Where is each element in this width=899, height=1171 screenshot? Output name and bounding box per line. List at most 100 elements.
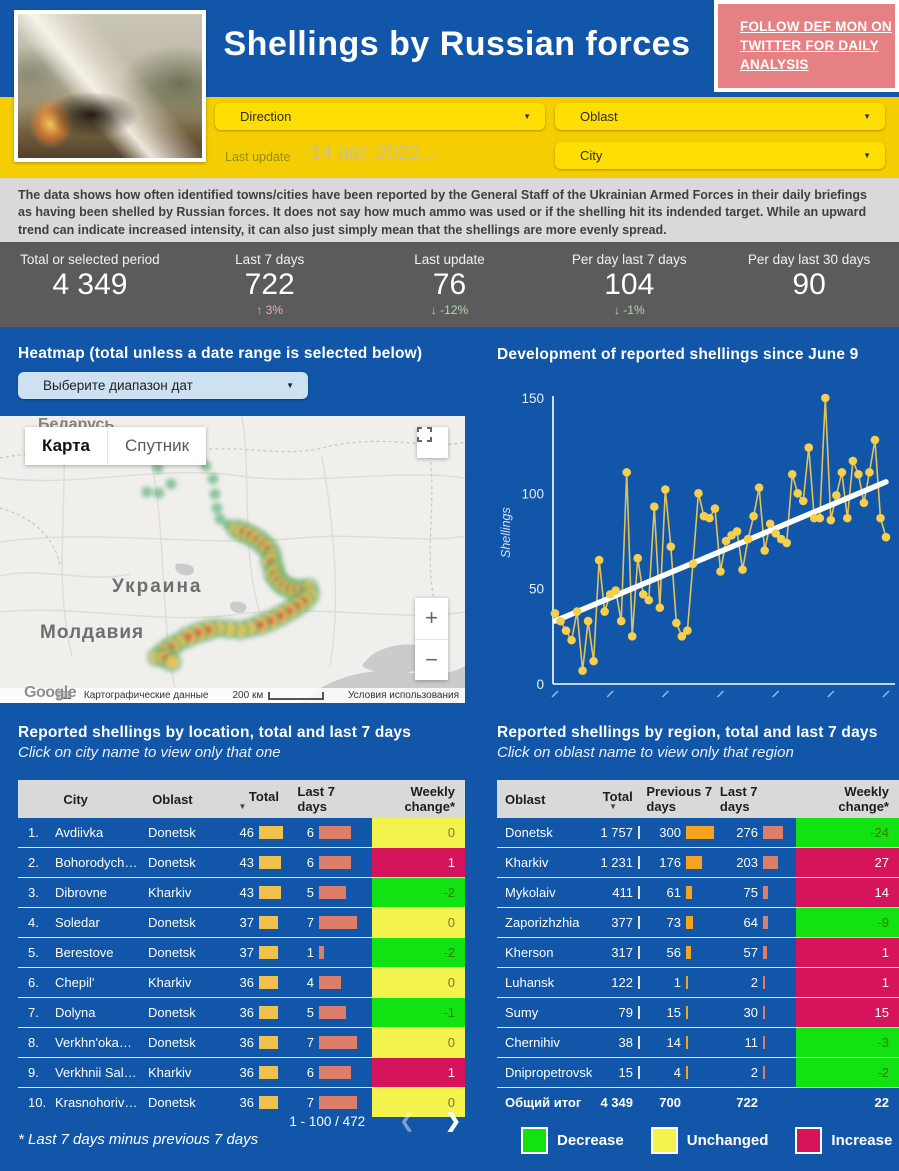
- map-tab-map[interactable]: Карта: [25, 427, 107, 465]
- prev7-cell: 300: [645, 825, 722, 840]
- grand-total-label: Общий итог: [505, 1095, 582, 1110]
- column-header-oblast[interactable]: Oblast: [152, 791, 193, 807]
- column-header-oblast[interactable]: Oblast: [505, 791, 546, 807]
- oblast-link[interactable]: Donetsk: [505, 825, 553, 840]
- table-row: 10. Krasnohoriv… Donetsk 36 7 0: [18, 1087, 465, 1117]
- total-bar: [259, 1096, 278, 1109]
- oblast-link[interactable]: Dnipropetrovsk: [505, 1065, 593, 1080]
- fullscreen-button[interactable]: [417, 427, 448, 458]
- total-bar: [259, 976, 278, 989]
- total-bar: [638, 1006, 640, 1019]
- city-link[interactable]: Dibrovne: [55, 885, 108, 900]
- heatmap-title: Heatmap (total unless a date range is se…: [18, 345, 423, 362]
- twitter-cta-button[interactable]: FOLLOW DEF MON ON TWITTER FOR DAILY ANAL…: [714, 0, 899, 92]
- last7-bar: [319, 1006, 346, 1019]
- prev7-cell: 56: [645, 945, 722, 960]
- total-cell: 36: [230, 975, 300, 990]
- city-link[interactable]: Verkhn'oka…: [55, 1035, 132, 1050]
- stat-card: Per day last 7 days 104 ↓ -1%: [539, 252, 719, 318]
- last7-bar: [319, 826, 351, 839]
- row-rank: 8.: [28, 1035, 39, 1050]
- oblast-link[interactable]: Chernihiv: [505, 1035, 560, 1050]
- last7-cell: 2: [722, 1065, 796, 1080]
- oblast-link[interactable]: Zaporizhzhia: [505, 915, 580, 930]
- total-cell: 43: [230, 885, 300, 900]
- heatmap-blobs: [141, 460, 320, 672]
- city-link[interactable]: Berestove: [55, 945, 114, 960]
- map-attribution-bar: ⌨ Картографические данные 200 км Условия…: [0, 688, 465, 703]
- table-row: 1. Avdiivka Donetsk 46 6 0: [18, 818, 465, 847]
- stat-label: Total or selected period: [20, 251, 160, 267]
- zoom-out-button[interactable]: −: [425, 646, 438, 672]
- chart-canvas: 0 50 100 150 Shellings: [499, 391, 895, 698]
- map-terms-link[interactable]: Условия использования: [348, 690, 459, 701]
- city-link[interactable]: Avdiivka: [55, 825, 104, 840]
- zoom-in-button[interactable]: +: [415, 598, 448, 640]
- column-header-last7[interactable]: Last 7 days: [719, 784, 758, 814]
- legend-swatch: [650, 1127, 678, 1154]
- prev7-bar: [686, 976, 688, 989]
- last7-cell: 203: [722, 855, 796, 870]
- pagination-prev-icon[interactable]: ❮: [399, 1111, 416, 1132]
- city-link[interactable]: Verkhnii Sal…: [55, 1065, 137, 1080]
- column-header-prev7[interactable]: Previous 7 days: [646, 784, 713, 814]
- last-update-label: Last update: [225, 150, 291, 164]
- row-rank: 9.: [28, 1065, 39, 1080]
- column-header-weekly-change[interactable]: Weekly change*: [838, 784, 889, 814]
- total-cell: 411: [585, 885, 645, 900]
- oblast-dropdown[interactable]: Oblast ▼: [555, 103, 885, 130]
- column-header-total[interactable]: Total ▼: [589, 789, 646, 811]
- oblast-link[interactable]: Sumy: [505, 1005, 539, 1020]
- total-cell: 377: [585, 915, 645, 930]
- city-link[interactable]: Chepil': [55, 975, 95, 990]
- total-bar: [638, 976, 640, 989]
- legend-label: Decrease: [557, 1132, 624, 1149]
- date-range-dropdown[interactable]: Выберите диапазон дат ▼: [18, 372, 308, 399]
- weekly-change-cell: -24: [796, 818, 899, 847]
- stat-card: Per day last 30 days 90: [719, 252, 899, 318]
- google-logo[interactable]: Google: [24, 684, 77, 701]
- total-bar: [638, 856, 640, 869]
- city-link[interactable]: Bohorodych…: [55, 855, 138, 870]
- legend-item: Decrease: [521, 1127, 624, 1154]
- column-header-city[interactable]: City: [63, 791, 88, 807]
- column-header-weekly-change[interactable]: Weekly change*: [404, 784, 456, 814]
- map-tab-satellite[interactable]: Спутник: [106, 427, 207, 465]
- pagination-next-icon[interactable]: ❯: [445, 1111, 461, 1132]
- prev7-bar: [686, 1066, 688, 1079]
- twitter-cta-link[interactable]: FOLLOW DEF MON ON TWITTER FOR DAILY ANAL…: [740, 19, 892, 72]
- last7-cell: 2: [722, 975, 796, 990]
- direction-dropdown[interactable]: Direction ▼: [215, 103, 545, 130]
- total-cell: 122: [585, 975, 645, 990]
- column-header-last7[interactable]: Last 7 days: [297, 784, 335, 814]
- total-bar: [638, 826, 640, 839]
- oblast-link[interactable]: Kharkiv: [505, 855, 549, 870]
- total-bar: [259, 886, 281, 899]
- chevron-down-icon: ▼: [523, 112, 531, 121]
- region-table-header: Oblast Total ▼ Previous 7 days Last 7 day…: [497, 780, 899, 818]
- column-header-total[interactable]: Total ▼: [231, 789, 298, 811]
- prev7-cell: 4: [645, 1065, 722, 1080]
- keyboard-icon[interactable]: ⌨: [56, 690, 72, 702]
- pagination: 1 - 100 / 472 ❮ ❯: [18, 1110, 465, 1133]
- city-link[interactable]: Soledar: [55, 915, 100, 930]
- map-attribution-text: Картографические данные: [83, 690, 209, 701]
- oblast-link[interactable]: Luhansk: [505, 975, 555, 990]
- weekly-change-cell: 0: [372, 1028, 465, 1057]
- city-dropdown[interactable]: City ▼: [555, 142, 885, 169]
- legend-swatch: [521, 1127, 548, 1154]
- stat-delta: ↓ -12%: [430, 302, 469, 317]
- table-row: 8. Verkhn'oka… Donetsk 36 7 0: [18, 1027, 465, 1057]
- map-type-control: Карта Спутник: [25, 427, 207, 465]
- total-bar: [638, 1036, 640, 1049]
- prev7-cell: 14: [645, 1035, 722, 1050]
- table-row: Zaporizhzhia 377 73 64 -9: [497, 907, 899, 937]
- oblast-link[interactable]: Kherson: [505, 945, 554, 960]
- table-row: 6. Chepil' Kharkiv 36 4 0: [18, 967, 465, 997]
- heatmap-map[interactable]: Украина Молдавия Беларусь Карта Спутник …: [0, 416, 465, 703]
- city-link[interactable]: Krasnohoriv…: [55, 1095, 138, 1110]
- city-link[interactable]: Dolyna: [55, 1005, 96, 1020]
- oblast-link[interactable]: Mykolaiv: [505, 885, 556, 900]
- stat-delta: ↑ 3%: [256, 302, 284, 317]
